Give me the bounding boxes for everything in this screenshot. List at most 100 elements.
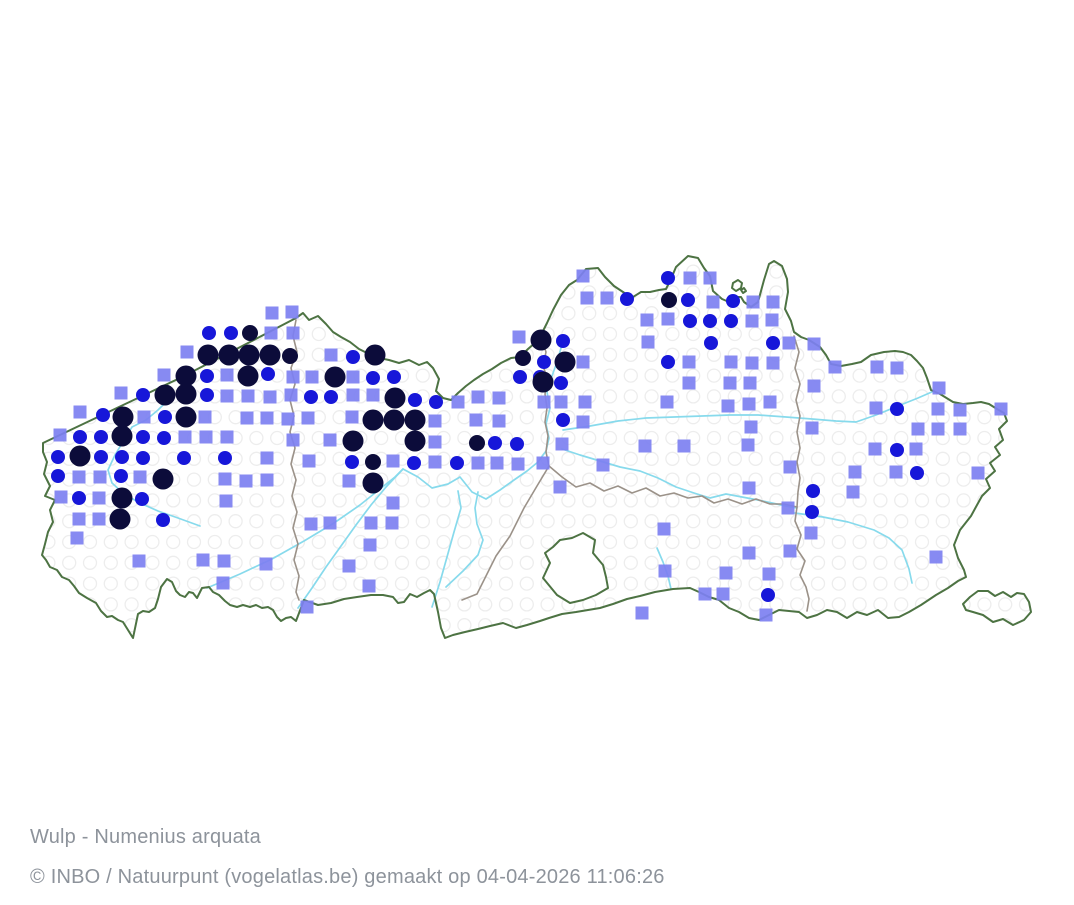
empty-grid-cell	[82, 555, 98, 570]
empty-grid-cell	[166, 534, 181, 550]
empty-grid-cell	[810, 451, 826, 466]
marker-square	[346, 370, 360, 384]
empty-grid-cell	[498, 576, 514, 591]
flanders-outer-border	[41, 255, 1008, 639]
empty-grid-cell	[540, 534, 555, 550]
empty-grid-cell	[124, 347, 139, 362]
empty-grid-cell	[353, 264, 368, 279]
empty-grid-cell	[249, 430, 264, 446]
empty-grid-cell	[727, 472, 742, 487]
empty-grid-cell	[977, 306, 992, 321]
empty-grid-cell	[270, 430, 285, 446]
empty-grid-cell	[894, 534, 909, 550]
empty-grid-cell	[394, 555, 410, 570]
empty-grid-cell	[852, 534, 867, 550]
marker-square	[114, 386, 128, 400]
empty-grid-cell	[394, 285, 410, 300]
empty-grid-cell	[124, 368, 139, 383]
empty-grid-cell	[894, 493, 909, 508]
empty-grid-cell	[914, 514, 930, 529]
marker-square	[70, 531, 84, 545]
marker-square	[196, 553, 210, 567]
empty-grid-cell	[478, 326, 493, 342]
marker-circle_blue	[96, 408, 110, 422]
empty-grid-cell	[478, 493, 493, 508]
marker-circle_navy_medium	[365, 454, 381, 470]
empty-grid-cell	[541, 640, 554, 653]
marker-square	[723, 376, 737, 390]
empty-grid-cell	[831, 285, 846, 300]
empty-grid-cell	[415, 472, 430, 487]
empty-grid-cell	[1018, 347, 1031, 362]
marker-square	[490, 456, 504, 470]
marker-square	[492, 414, 506, 428]
empty-grid-cell	[706, 256, 722, 258]
empty-grid-cell	[790, 285, 805, 300]
empty-grid-cell	[270, 493, 285, 508]
empty-grid-cell	[519, 493, 534, 508]
marker-circle_blue	[345, 455, 359, 469]
marker-square	[580, 291, 594, 305]
empty-grid-cell	[228, 264, 243, 279]
empty-grid-cell	[602, 430, 618, 446]
marker-square	[742, 546, 756, 560]
empty-grid-cell	[914, 389, 930, 404]
empty-grid-cell	[498, 368, 514, 383]
marker-circle_navy_large	[384, 387, 406, 409]
empty-grid-cell	[894, 326, 909, 342]
empty-grid-cell	[686, 514, 701, 529]
marker-circle_blue	[114, 469, 128, 483]
empty-grid-cell	[561, 472, 576, 487]
empty-grid-cell	[228, 555, 243, 570]
empty-grid-cell	[498, 514, 514, 529]
empty-grid-cell	[769, 264, 784, 279]
empty-grid-cell	[666, 640, 679, 653]
marker-circle_blue	[218, 451, 232, 465]
empty-grid-cell	[582, 451, 597, 466]
empty-grid-cell	[353, 256, 368, 258]
marker-square	[133, 470, 147, 484]
species-title: Wulp - Numenius arquata	[30, 826, 262, 848]
empty-grid-cell	[249, 576, 264, 591]
empty-grid-cell	[394, 472, 410, 487]
empty-grid-cell	[582, 368, 597, 383]
empty-grid-cell	[831, 256, 846, 258]
empty-grid-cell	[145, 264, 160, 279]
marker-square	[640, 313, 654, 327]
marker-circle_blue	[408, 393, 422, 407]
marker-circle_blue	[261, 367, 275, 381]
empty-grid-cell	[145, 576, 160, 591]
marker-square	[281, 412, 295, 426]
empty-grid-cell	[582, 514, 597, 529]
empty-grid-cell	[956, 256, 971, 258]
empty-grid-cell	[374, 264, 389, 279]
empty-grid-cell	[42, 306, 56, 321]
marker-square	[220, 368, 234, 382]
empty-grid-cell	[831, 472, 846, 487]
empty-grid-cell	[457, 555, 472, 570]
marker-square	[180, 345, 194, 359]
empty-grid-cell	[686, 451, 701, 466]
empty-grid-cell	[894, 618, 909, 633]
empty-grid-cell	[498, 285, 514, 300]
marker-circle_navy_large	[237, 365, 259, 387]
river-line	[402, 347, 562, 500]
empty-grid-cell	[416, 640, 429, 653]
empty-grid-cell	[478, 285, 493, 300]
empty-grid-cell	[852, 597, 867, 612]
empty-grid-cell	[665, 618, 680, 633]
empty-grid-cell	[727, 326, 742, 342]
empty-grid-cell	[353, 326, 368, 342]
empty-grid-cell	[727, 430, 742, 446]
marker-square	[759, 608, 773, 622]
empty-grid-cell	[84, 640, 97, 653]
empty-grid-cell	[312, 640, 325, 653]
empty-grid-cell	[623, 264, 638, 279]
empty-grid-cell	[540, 597, 555, 612]
empty-grid-cell	[311, 264, 326, 279]
empty-grid-cell	[582, 306, 597, 321]
marker-square	[971, 466, 985, 480]
empty-grid-cell	[498, 555, 514, 570]
empty-grid-cell	[665, 326, 680, 342]
